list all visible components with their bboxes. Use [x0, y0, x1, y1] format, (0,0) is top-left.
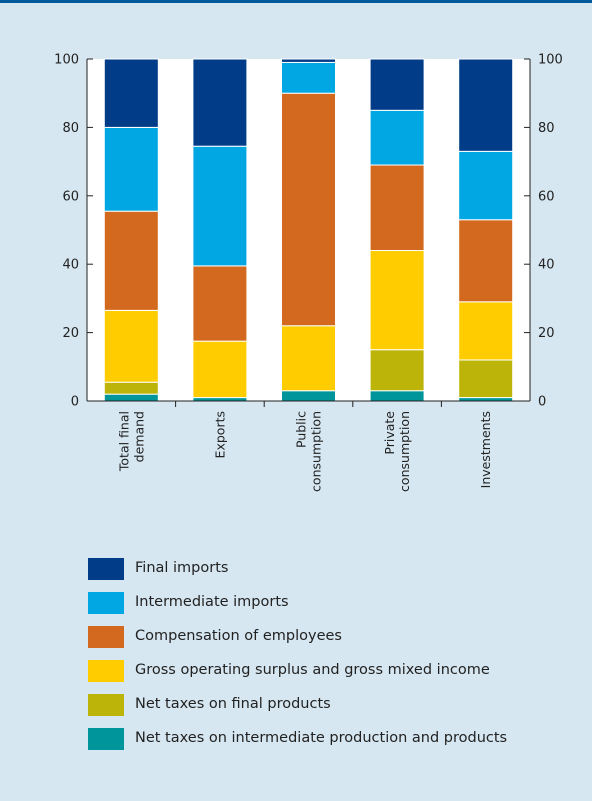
- x-category-label-line: Public: [294, 411, 309, 448]
- bar-segment: [103, 309, 159, 383]
- legend-item-final-imports: Final imports: [88, 556, 558, 590]
- y-tick-label-left: 0: [71, 395, 79, 410]
- x-category-label-line: Exports: [212, 411, 227, 458]
- stacked-bar-chart: 0 0 20 20 40 40 60 60 80 80 100 100 Total finaldeman…: [54, 53, 563, 492]
- x-category-label: Publicconsumption: [294, 411, 324, 492]
- y-tick-label-right: 80: [538, 121, 555, 136]
- bar-segment: [369, 250, 425, 351]
- legend-swatch-gross-operating-surplus: [88, 660, 124, 682]
- bar-segment: [458, 58, 514, 152]
- y-tick-label-left: 60: [62, 189, 79, 204]
- y-tick-label-left: 20: [62, 326, 79, 341]
- bar-segment: [192, 265, 248, 342]
- x-category-label: Investments: [478, 411, 493, 488]
- x-category-label: Total finaldemand: [116, 411, 146, 472]
- bar-segment: [103, 393, 159, 402]
- bar-segment: [192, 397, 248, 402]
- legend-item-compensation-of-employees: Compensation of employees: [88, 624, 558, 658]
- bar-segment: [458, 397, 514, 402]
- bar-segment: [103, 58, 159, 128]
- bar-segment: [458, 219, 514, 303]
- bar-segment: [369, 349, 425, 392]
- y-tick-label-right: 20: [538, 326, 555, 341]
- bar-segment: [369, 390, 425, 402]
- bar-segment: [458, 150, 514, 221]
- bar-segment: [281, 58, 336, 63]
- bar-segment: [103, 126, 159, 212]
- legend-item-net-taxes-final-products: Net taxes on final products: [88, 692, 558, 726]
- bar-segment: [458, 359, 514, 399]
- legend-label-net-taxes-intermediate: Net taxes on intermediate production and…: [135, 730, 508, 746]
- x-category-label-line: Investments: [478, 411, 493, 488]
- x-category-label-line: consumption: [397, 411, 412, 492]
- y-tick-label-right: 100: [538, 53, 563, 68]
- bar-segment: [369, 58, 425, 111]
- bar-segment: [281, 92, 336, 327]
- legend-label-intermediate-imports: Intermediate imports: [135, 594, 289, 610]
- legend-item-net-taxes-intermediate: Net taxes on intermediate production and…: [88, 726, 558, 760]
- x-category-label: Privateconsumption: [382, 411, 412, 492]
- legend-swatch-intermediate-imports: [88, 592, 124, 614]
- y-tick-label-left: 80: [62, 121, 79, 136]
- bar-segment: [192, 340, 248, 399]
- y-tick-label-left: 100: [54, 53, 79, 68]
- bar-segment: [458, 301, 514, 361]
- y-tick-label-right: 40: [538, 258, 555, 273]
- legend-label-net-taxes-final-products: Net taxes on final products: [135, 696, 331, 712]
- bar-segment: [192, 145, 248, 267]
- x-category-label: Exports: [212, 411, 227, 458]
- x-category-label-line: demand: [131, 411, 146, 462]
- y-tick-label-right: 0: [538, 395, 546, 410]
- x-category-label-line: consumption: [309, 411, 324, 492]
- x-category-label-line: Total final: [116, 411, 131, 472]
- bar-segment: [369, 109, 425, 166]
- legend-swatch-final-imports: [88, 558, 124, 580]
- legend-swatch-net-taxes-intermediate: [88, 728, 124, 750]
- legend-label-gross-operating-surplus: Gross operating surplus and gross mixed …: [135, 662, 490, 678]
- legend: Final imports Intermediate imports Compe…: [88, 556, 558, 760]
- bar-segment: [103, 381, 159, 395]
- y-tick-label-left: 40: [62, 258, 79, 273]
- legend-swatch-compensation-of-employees: [88, 626, 124, 648]
- legend-label-compensation-of-employees: Compensation of employees: [135, 628, 342, 644]
- y-tick-label-right: 60: [538, 189, 555, 204]
- x-category-label-line: Private: [382, 411, 397, 455]
- legend-item-intermediate-imports: Intermediate imports: [88, 590, 558, 624]
- bar-segment: [281, 390, 336, 402]
- legend-item-gross-operating-surplus: Gross operating surplus and gross mixed …: [88, 658, 558, 692]
- legend-label-final-imports: Final imports: [135, 560, 229, 576]
- bar-segment: [281, 325, 336, 392]
- bar-segment: [369, 164, 425, 252]
- bar-segment: [192, 58, 248, 147]
- bar-segment: [103, 210, 159, 311]
- bar-segment: [281, 61, 336, 94]
- legend-swatch-net-taxes-final-products: [88, 694, 124, 716]
